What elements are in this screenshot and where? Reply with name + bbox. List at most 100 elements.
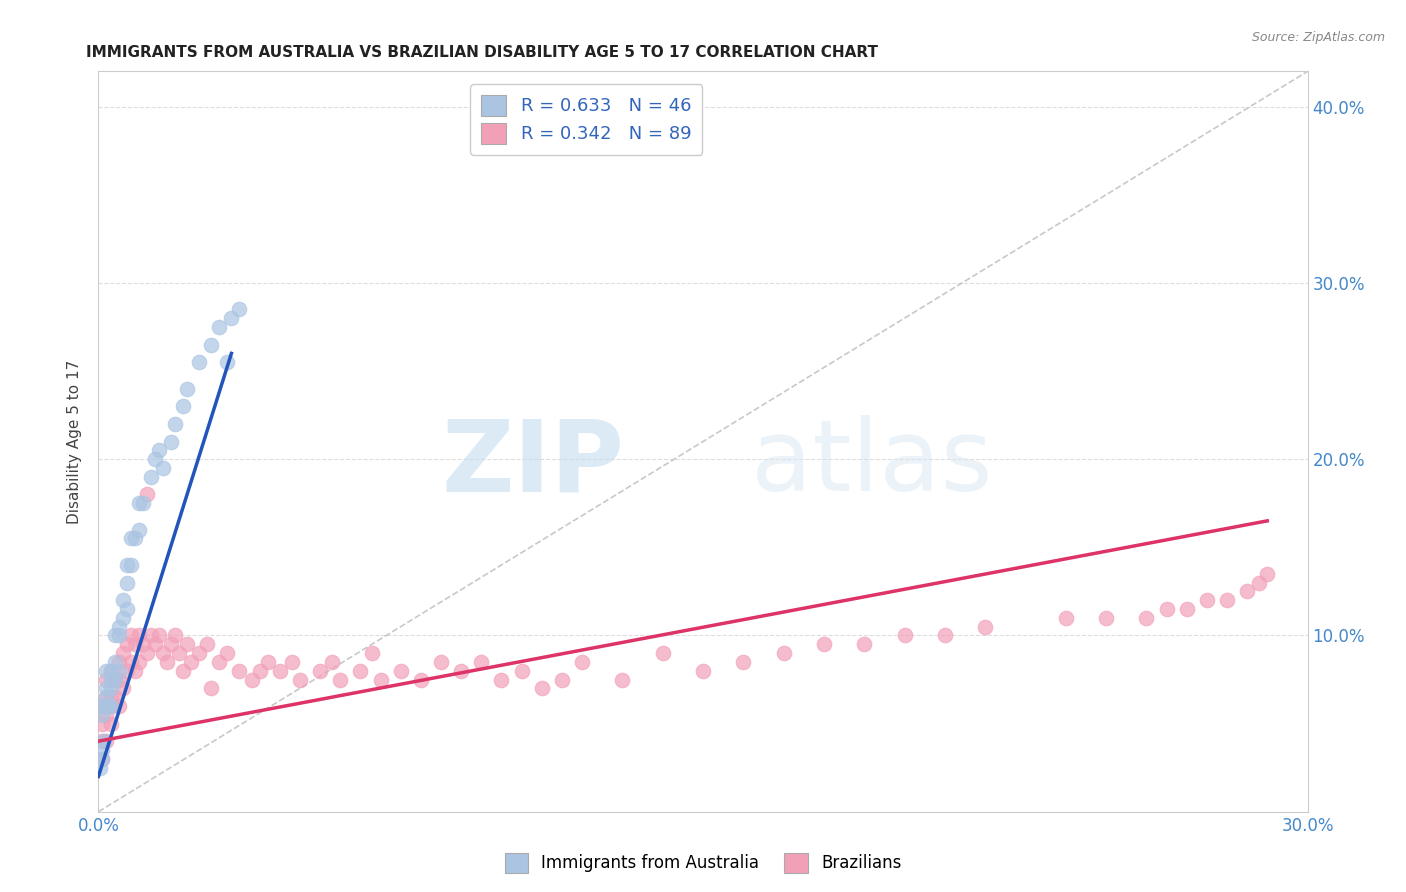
Point (853, 637, 876, 651)
Point (128, 523, 150, 537)
Point (97, 698, 120, 713)
Point (91, 698, 114, 713)
Point (200, 681, 222, 696)
Point (100, 698, 122, 713)
Point (96, 734, 118, 748)
Point (612, 673, 634, 687)
Point (217, 646, 239, 660)
Point (100, 716, 122, 731)
Point (96, 681, 118, 696)
Point (160, 637, 183, 651)
Point (733, 655, 755, 669)
Point (200, 337, 222, 351)
Point (321, 655, 343, 669)
Point (107, 664, 129, 678)
Point (692, 664, 714, 678)
Point (124, 637, 146, 651)
Y-axis label: Disability Age 5 to 17: Disability Age 5 to 17 (67, 359, 83, 524)
Point (103, 628, 125, 642)
Point (1195, 593, 1218, 607)
Point (103, 673, 125, 687)
Text: Source: ZipAtlas.com: Source: ZipAtlas.com (1251, 31, 1385, 45)
Point (91, 752, 114, 766)
Point (571, 655, 593, 669)
Legend: R = 0.633   N = 46, R = 0.342   N = 89: R = 0.633 N = 46, R = 0.342 N = 89 (470, 84, 702, 154)
Point (93, 734, 115, 748)
Point (256, 655, 278, 669)
Point (1216, 593, 1239, 607)
Point (309, 664, 332, 678)
Point (152, 646, 174, 660)
Point (491, 673, 513, 687)
Text: IMMIGRANTS FROM AUSTRALIA VS BRAZILIAN DISABILITY AGE 5 TO 17 CORRELATION CHART: IMMIGRANTS FROM AUSTRALIA VS BRAZILIAN D… (86, 45, 879, 61)
Point (409, 673, 432, 687)
Point (893, 628, 915, 642)
Point (120, 532, 142, 546)
Point (107, 698, 129, 713)
Point (103, 655, 125, 669)
Point (772, 646, 794, 660)
Point (551, 673, 574, 687)
Point (91, 734, 114, 748)
Point (135, 646, 157, 660)
Point (124, 532, 146, 546)
Point (389, 664, 412, 678)
Point (115, 637, 138, 651)
Point (111, 681, 134, 696)
Point (176, 382, 198, 396)
Point (240, 673, 263, 687)
Point (370, 673, 392, 687)
Point (1256, 566, 1278, 581)
Legend: Immigrants from Australia, Brazilians: Immigrants from Australia, Brazilians (498, 847, 908, 880)
Point (115, 602, 138, 616)
Point (143, 452, 166, 467)
Point (128, 655, 150, 669)
Point (107, 655, 129, 669)
Point (221, 311, 243, 326)
Point (148, 628, 170, 642)
Point (1249, 575, 1271, 590)
Point (163, 628, 186, 642)
Point (176, 637, 198, 651)
Point (156, 655, 179, 669)
Point (143, 637, 166, 651)
Point (91, 752, 114, 766)
Point (107, 628, 129, 642)
Point (115, 664, 138, 678)
Point (120, 628, 142, 642)
Point (115, 575, 138, 590)
Point (530, 681, 553, 696)
Point (228, 664, 250, 678)
Text: atlas: atlas (751, 416, 993, 512)
Point (208, 320, 231, 334)
Point (1175, 602, 1198, 616)
Point (96, 690, 118, 705)
Point (510, 664, 533, 678)
Point (349, 664, 371, 678)
Point (91, 716, 114, 731)
Point (96, 673, 118, 687)
Point (249, 664, 271, 678)
Point (100, 664, 122, 678)
Point (188, 646, 211, 660)
Point (89, 761, 111, 775)
Point (195, 637, 218, 651)
Point (180, 655, 202, 669)
Point (160, 434, 183, 449)
Point (281, 655, 304, 669)
Point (115, 558, 138, 572)
Point (91, 743, 114, 757)
Point (111, 611, 134, 625)
Point (172, 664, 194, 678)
Point (103, 673, 125, 687)
Point (651, 646, 673, 660)
Point (329, 673, 352, 687)
Point (188, 355, 211, 369)
Point (139, 628, 162, 642)
Point (107, 673, 129, 687)
Point (107, 619, 129, 633)
Point (103, 690, 125, 705)
Point (1236, 584, 1258, 599)
Point (100, 664, 122, 678)
Point (148, 443, 170, 458)
